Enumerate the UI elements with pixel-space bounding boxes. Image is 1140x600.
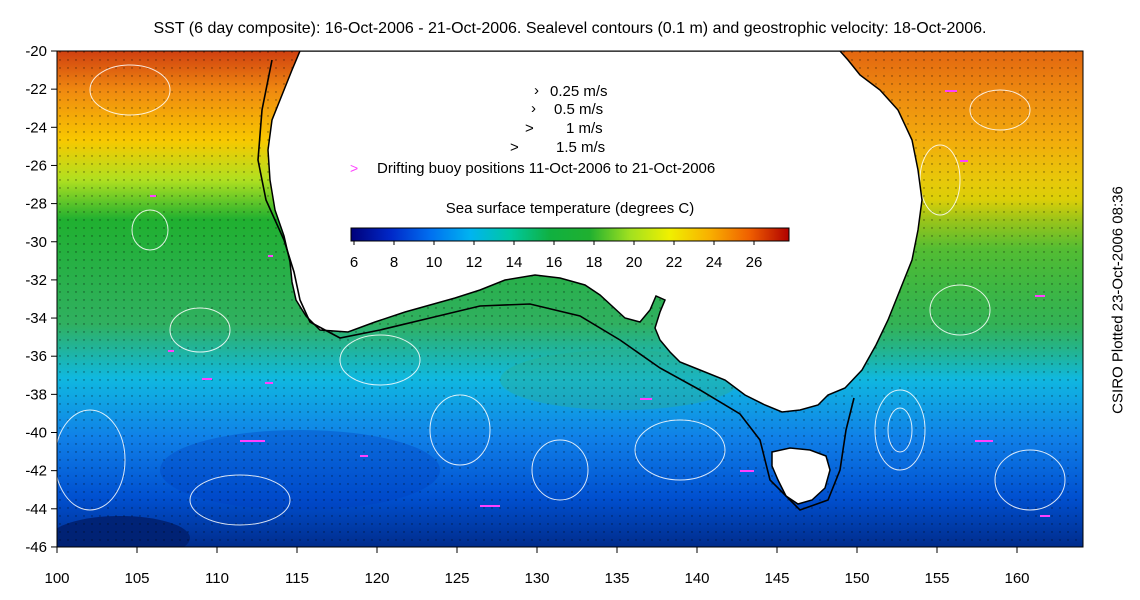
y-tick-label: -30 bbox=[25, 234, 47, 251]
map-title: SST (6 day composite): 16-Oct-2006 - 21-… bbox=[153, 20, 987, 37]
y-tick-label: -24 bbox=[25, 119, 47, 136]
x-tick-label: 140 bbox=[684, 570, 709, 587]
x-tick-label: 105 bbox=[124, 570, 149, 587]
y-tick-label: -38 bbox=[25, 386, 47, 403]
y-tick-label: -42 bbox=[25, 463, 47, 480]
y-tick-label: -22 bbox=[25, 81, 47, 98]
x-tick-label: 150 bbox=[844, 570, 869, 587]
tasmania-land bbox=[771, 447, 831, 505]
colorbar-tick-label: 12 bbox=[466, 254, 483, 271]
buoy-icon: > bbox=[350, 160, 358, 176]
x-tick-label: 160 bbox=[1004, 570, 1029, 587]
velocity-1: 0.5 m/s bbox=[554, 101, 603, 118]
buoy-tracks bbox=[150, 90, 1050, 517]
x-tick-label: 135 bbox=[604, 570, 629, 587]
velocity-2: 1 m/s bbox=[566, 120, 603, 137]
colorbar-tick-label: 8 bbox=[390, 254, 398, 271]
colorbar-tick-label: 22 bbox=[666, 254, 683, 271]
sst-field bbox=[57, 51, 1083, 547]
colorbar-tick-label: 26 bbox=[746, 254, 763, 271]
x-tick-label: 125 bbox=[444, 570, 469, 587]
shelf-contour bbox=[257, 59, 855, 511]
colorbar-title: Sea surface temperature (degrees C) bbox=[446, 200, 694, 217]
x-tick-label: 115 bbox=[285, 570, 309, 587]
y-tick-label: -36 bbox=[25, 348, 47, 365]
arrow-glyph: › bbox=[534, 82, 539, 99]
colorbar-tick-label: 6 bbox=[350, 254, 358, 271]
y-tick-label: -26 bbox=[25, 157, 47, 174]
x-tick-label: 130 bbox=[524, 570, 549, 587]
x-tick-label: 145 bbox=[764, 570, 789, 587]
velocity-3: 1.5 m/s bbox=[556, 139, 605, 156]
y-tick-label: -40 bbox=[25, 425, 47, 442]
colorbar-tick-label: 10 bbox=[426, 254, 443, 271]
y-tick-label: -34 bbox=[25, 310, 47, 327]
arrow-glyph: > bbox=[510, 139, 519, 156]
colorbar: Sea surface temperature (degrees C) 6 8 10… bbox=[350, 200, 790, 271]
plot-frame bbox=[56, 50, 1084, 548]
colorbar-tick-label: 14 bbox=[506, 254, 523, 271]
x-tick-label: 100 bbox=[44, 570, 69, 587]
y-tick-label: -46 bbox=[25, 539, 47, 556]
arrow-glyph: › bbox=[531, 100, 536, 117]
velocity-legend: › 0.25 m/s › 0.5 m/s > 1 m/s > 1.5 m/s >… bbox=[350, 82, 715, 177]
y-tick-label: -20 bbox=[25, 43, 47, 60]
arrow-glyph: > bbox=[525, 120, 534, 137]
colorbar-tick-label: 20 bbox=[626, 254, 643, 271]
colorbar-strip bbox=[350, 227, 790, 242]
x-tick-label: 120 bbox=[364, 570, 389, 587]
colorbar-tick-label: 16 bbox=[546, 254, 563, 271]
x-tick-label: 155 bbox=[924, 570, 949, 587]
colorbar-tick-label: 24 bbox=[706, 254, 723, 271]
y-tick-label: -44 bbox=[25, 501, 47, 518]
y-tick-label: -32 bbox=[25, 272, 47, 289]
x-tick-label: 110 bbox=[205, 570, 229, 587]
colorbar-tick-label: 18 bbox=[586, 254, 603, 271]
velocity-0: 0.25 m/s bbox=[550, 83, 608, 100]
y-tick-label: -28 bbox=[25, 196, 47, 213]
buoy-legend: Drifting buoy positions 11-Oct-2006 to 2… bbox=[377, 160, 715, 177]
